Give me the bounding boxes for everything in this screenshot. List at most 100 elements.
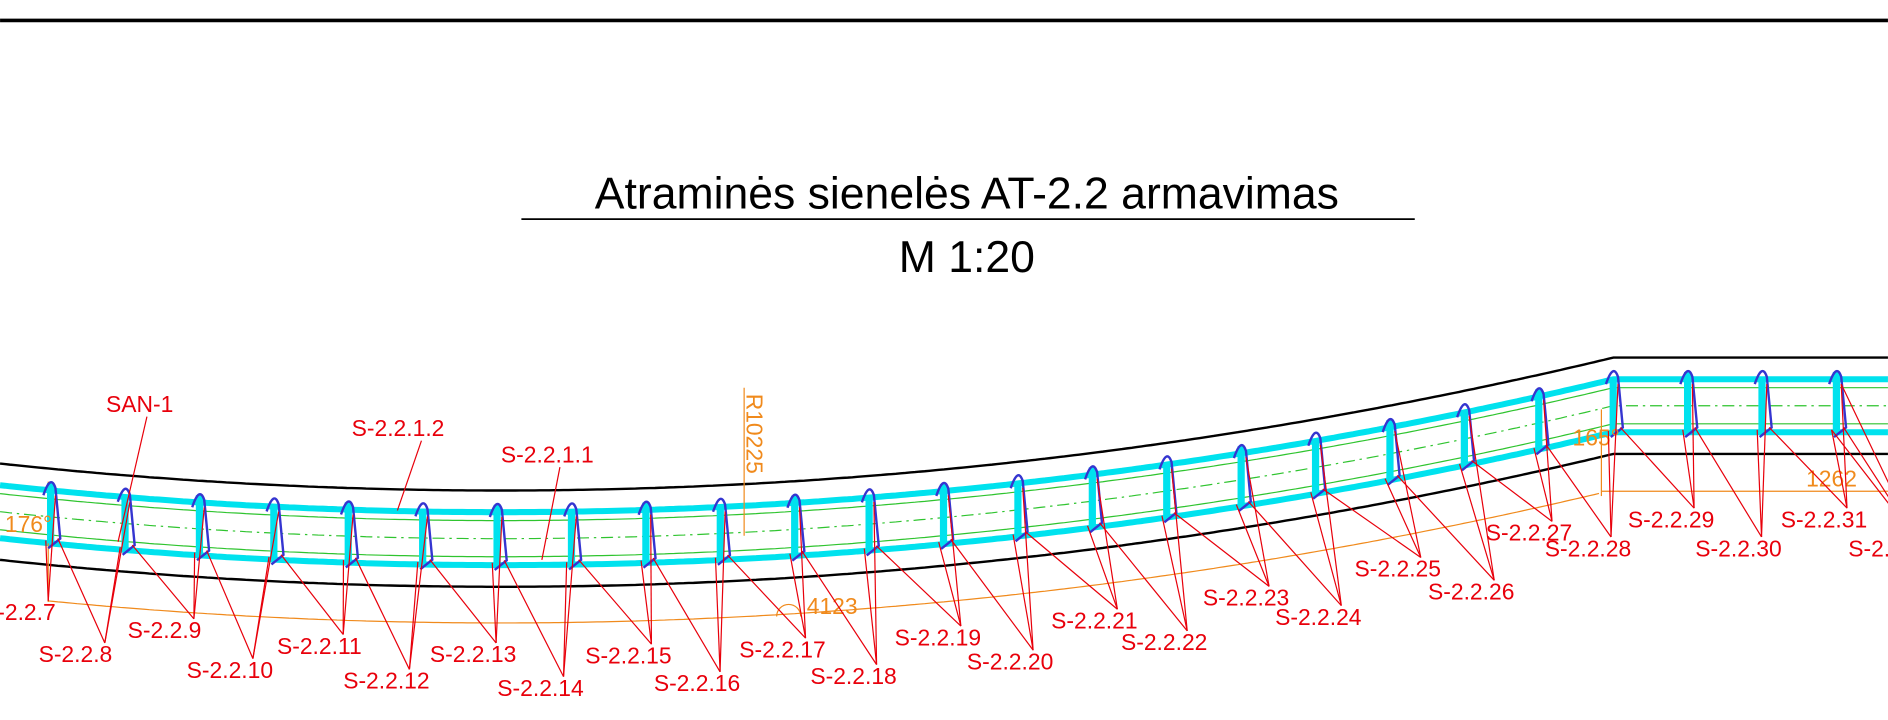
wall-outline (0, 356, 1888, 492)
leader (252, 511, 280, 659)
stirrup-hook (1158, 455, 1178, 524)
leader (1545, 444, 1612, 538)
leader (1170, 468, 1188, 631)
leader (1768, 427, 1848, 509)
leader (1607, 431, 1612, 538)
stirrup-hook (1828, 369, 1848, 438)
leader (640, 560, 653, 645)
stirrup-label: S-2.2.29 (1628, 506, 1714, 532)
stirrup-hook (1456, 403, 1476, 472)
stirrup-label: S-2.2.16 (654, 670, 740, 696)
stirrup-hook (42, 481, 62, 550)
stirrup-hook (563, 502, 583, 571)
stirrup-hook (1679, 369, 1699, 438)
leader (1024, 531, 1118, 610)
leader (1831, 429, 1848, 509)
stirrup-label: S-2.2.22 (1121, 629, 1207, 655)
leader (1694, 427, 1763, 538)
leader (1322, 488, 1422, 558)
leader (1022, 487, 1034, 651)
drawing-title: Atraminės sienelės AT-2.2 armavimas (595, 169, 1339, 218)
leader (1468, 416, 1495, 581)
stirrup-label: S-2.2.23 (1203, 585, 1289, 611)
leader (1310, 492, 1342, 606)
stirrup-label: S-2.2.11 (277, 633, 362, 659)
leader (1831, 429, 1888, 504)
leader (342, 514, 354, 635)
leader (57, 538, 106, 644)
leader (719, 511, 726, 672)
leader (1843, 427, 1888, 498)
leader (798, 507, 807, 639)
leader (495, 516, 503, 643)
leader (801, 550, 878, 665)
leader (408, 561, 419, 670)
stirrup-label: S-2.2.17 (739, 636, 825, 662)
drawing-scale: M 1:20 (899, 233, 1035, 282)
stirrup-label: S-2.2.20 (967, 648, 1053, 674)
stirrup-hook (265, 497, 285, 566)
radius-label: R10225 (742, 394, 768, 474)
stirrup-hook (1381, 417, 1401, 487)
leader (1691, 384, 1695, 509)
leader (491, 562, 497, 643)
stirrup-label: S-2.2.8 (39, 641, 113, 667)
angle-label: 165° (1572, 424, 1619, 450)
stirrup-hook (1307, 431, 1327, 500)
leader (873, 502, 878, 665)
leader (1235, 504, 1270, 587)
leader (650, 514, 653, 645)
angle-label: 176° (5, 511, 52, 537)
leader (727, 554, 806, 639)
stirrup-label: S-2.2.24 (1275, 604, 1362, 630)
stirrup-hook (116, 487, 136, 556)
leader (1384, 478, 1422, 558)
leader (47, 495, 57, 601)
stirrup-label: S-2.2.18 (810, 663, 896, 689)
stirrup-hook (786, 493, 806, 562)
stirrup-hook (935, 481, 955, 550)
stirrup-label: S-2.2.27 (1486, 520, 1572, 546)
leader (1458, 463, 1495, 581)
leader (1760, 384, 1768, 538)
leader (578, 559, 652, 645)
stirrup-labels: S-2.2.7 S-2.2.8 S-2.2.9 S-2.2.10S-2.2.11 S-2… (0, 383, 1888, 701)
leader (503, 560, 565, 677)
stirrup-label: S-2.2.12 (343, 668, 429, 694)
leader (1396, 475, 1495, 581)
leader (1542, 400, 1553, 522)
leader (950, 538, 1034, 651)
stirrup-label: S-2.2.25 (1355, 556, 1441, 582)
leader (408, 516, 429, 670)
stirrup-hook (860, 488, 881, 557)
leader (1682, 429, 1695, 509)
stirrup-hook (488, 502, 508, 571)
leader (1096, 478, 1118, 610)
leader (1245, 457, 1270, 587)
leader (104, 502, 131, 644)
arc-symbol (776, 603, 802, 617)
stirrup-label: S-2.2.19 (895, 624, 981, 650)
leader (652, 557, 721, 673)
leader (1173, 512, 1270, 587)
stirrup-label: S-2.2.28 (1545, 535, 1631, 561)
leader (1533, 447, 1553, 522)
stirrup-label: S-2.2.9 (128, 617, 202, 643)
leader (863, 548, 878, 665)
leader (1099, 522, 1188, 632)
leader (193, 552, 196, 619)
leader (1247, 501, 1342, 607)
leader (789, 553, 807, 639)
stirrup-hook (1753, 369, 1773, 438)
leader (206, 550, 254, 659)
stirrup-hook (1232, 443, 1253, 513)
leader (1394, 431, 1422, 558)
leader (714, 557, 721, 672)
leader (1840, 383, 1888, 484)
wall-geometry (0, 356, 1888, 624)
leader (117, 416, 148, 542)
stirrup-hook (637, 500, 657, 569)
leader (131, 544, 195, 620)
